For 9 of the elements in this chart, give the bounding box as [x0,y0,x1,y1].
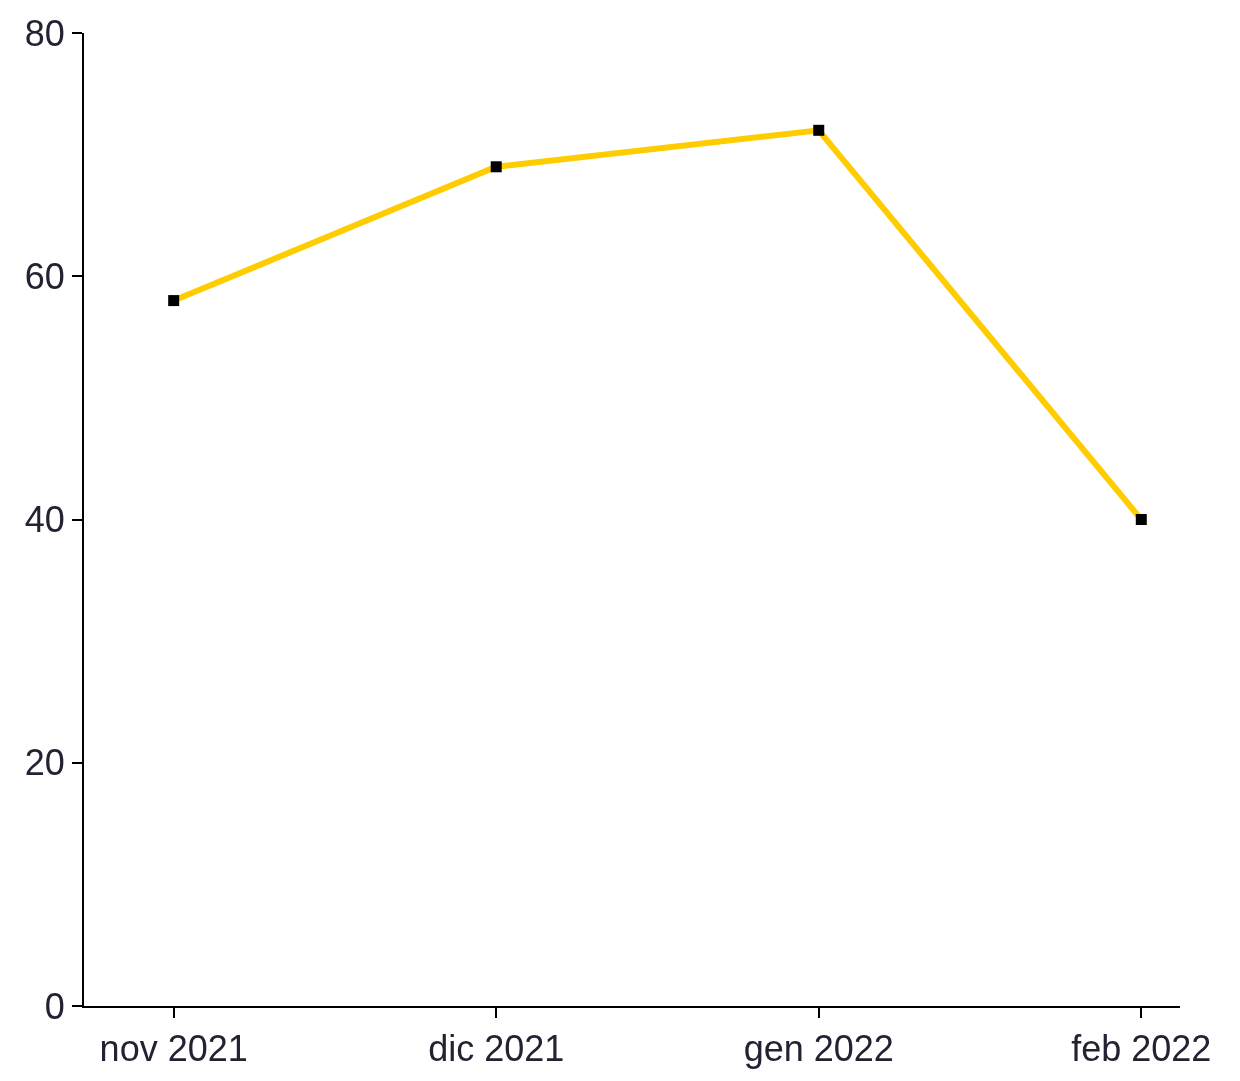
y-tick-label: 40 [24,499,65,541]
x-tick-label: gen 2022 [743,1028,894,1070]
y-tick-label: 20 [24,742,65,784]
x-tick-label: feb 2022 [1071,1028,1212,1070]
x-tick-label: dic 2021 [428,1028,565,1070]
x-tick-label: nov 2021 [99,1028,248,1070]
y-tick-label: 0 [44,985,65,1027]
y-tick-label: 80 [24,12,65,54]
y-tick-label: 60 [24,255,65,297]
